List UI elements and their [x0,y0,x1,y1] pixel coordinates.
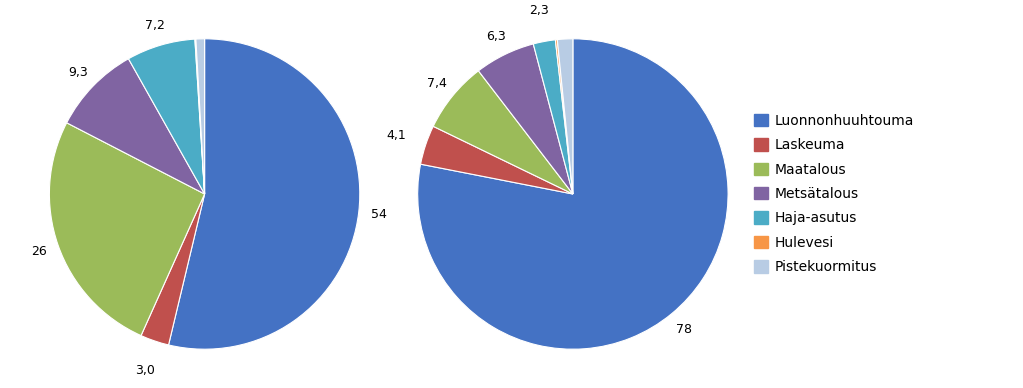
Wedge shape [420,126,573,194]
Wedge shape [195,39,205,194]
Wedge shape [558,39,573,194]
Wedge shape [169,39,360,349]
Legend: Luonnonhuuhtouma, Laskeuma, Maatalous, Metsätalous, Haja-asutus, Hulevesi, Piste: Luonnonhuuhtouma, Laskeuma, Maatalous, M… [754,114,914,274]
Text: 7,2: 7,2 [145,19,165,32]
Wedge shape [195,39,205,194]
Text: 6,3: 6,3 [486,30,505,43]
Wedge shape [66,59,205,194]
Text: 3,0: 3,0 [135,364,154,377]
Wedge shape [555,40,573,194]
Wedge shape [417,39,728,349]
Text: 7,4: 7,4 [427,77,447,90]
Wedge shape [141,194,205,345]
Text: 78: 78 [676,323,693,336]
Text: 54: 54 [370,208,387,221]
Text: 2,3: 2,3 [529,4,548,17]
Wedge shape [533,40,573,194]
Wedge shape [49,123,205,336]
Text: 9,3: 9,3 [69,66,88,79]
Text: 4,1: 4,1 [387,128,406,142]
Text: 26: 26 [31,245,47,258]
Wedge shape [129,39,205,194]
Wedge shape [433,71,573,194]
Wedge shape [479,44,573,194]
